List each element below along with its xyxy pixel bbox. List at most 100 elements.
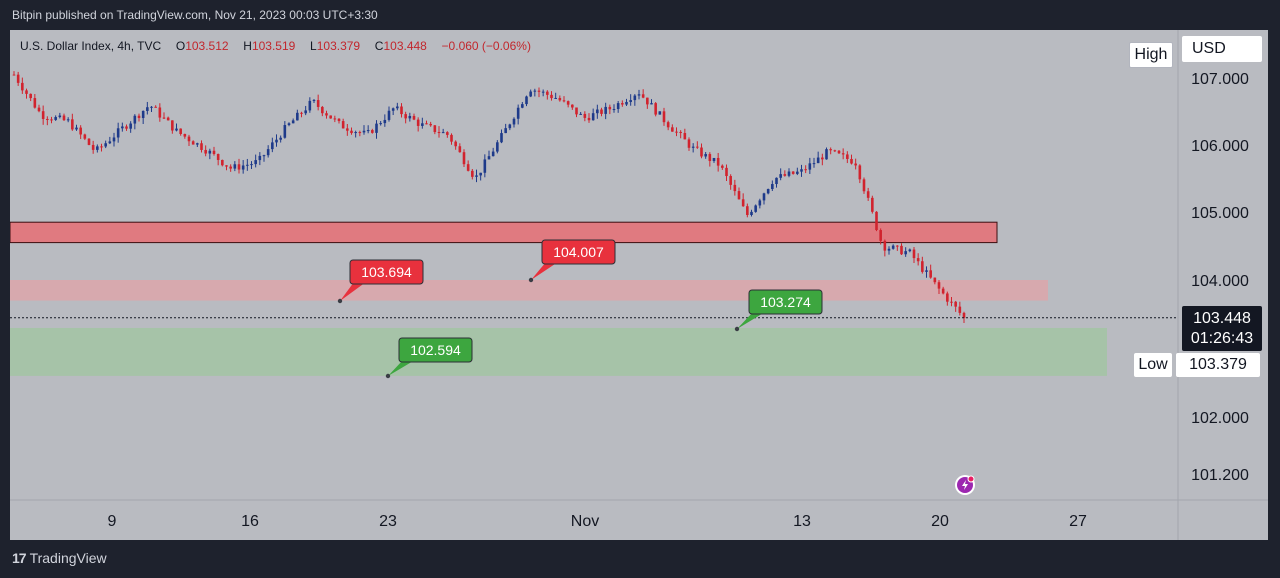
candle-body [566,101,570,105]
candle-body [233,164,237,169]
low-marker-text: Low [1138,356,1168,373]
y-tick-label: 105.000 [1191,205,1249,222]
candle-body [379,123,382,125]
symbol-name: U.S. Dollar Index, 4h, TVC [20,39,162,53]
candle-body [875,211,878,231]
candle-body [333,118,337,120]
candle-body [71,119,74,130]
candle-body [721,165,724,168]
candle-body [625,101,628,105]
candle-body [700,147,703,157]
candle-body [637,94,641,96]
candle-body [491,151,495,157]
candle-body [283,125,287,138]
candle-body [541,91,545,93]
candle-body [133,115,137,124]
candle-body [179,128,182,134]
candle-body [383,119,387,124]
candle-body [629,100,632,102]
candle-body [141,110,145,119]
candle-body [600,109,603,114]
tag-anchor-dot [385,373,391,379]
candle-body [237,164,241,170]
flash-icon[interactable] [955,475,975,495]
candle-body [750,211,753,215]
candle-body [29,93,32,99]
candle-body [929,270,932,278]
candle-body [787,171,791,176]
candle-body [771,184,774,190]
candle-body [466,164,470,171]
candle-body [229,166,232,169]
candle-body [266,149,270,156]
candle-body [346,128,349,131]
candle-body [104,143,107,147]
currency-button[interactable]: USD [1182,36,1262,62]
candle-body [325,113,328,116]
candle-body [471,170,474,177]
candle-body [362,130,366,133]
candle-body [683,132,687,140]
candle-body [775,177,778,185]
candle-body [762,193,766,201]
candle-body [371,130,374,133]
candle-body [200,143,203,150]
candle-body [121,126,124,129]
candle-body [908,249,912,252]
candle-body [308,100,312,111]
candle-body [33,98,37,108]
price-tag [349,259,424,285]
candle-body [150,106,153,108]
candle-body [533,90,537,92]
candle-body [946,293,949,302]
candle-body [737,191,741,200]
y-tick-label: 102.000 [1191,410,1249,427]
candle-body [841,153,845,155]
candle-body [158,107,162,118]
candle-body [358,132,362,134]
candle-body [46,118,49,120]
price-tag [398,337,473,363]
price-tag-label: 103.694 [361,264,412,280]
tag-anchor-dot [528,277,534,283]
price-chart[interactable]: 103.694 104.007 103.274 102.594 107.000 106.… [10,30,1268,540]
candle-body [100,146,103,148]
bar-countdown: 01:26:43 [1190,330,1254,347]
candle-body [216,154,220,160]
candle-body [66,119,70,121]
candle-body [846,154,849,159]
candle-body [800,169,803,172]
candle-body [725,167,728,177]
candle-body [204,149,207,154]
candle-body [58,115,62,118]
candles [12,71,966,323]
close-value: 103.448 [383,39,427,53]
candle-body [54,117,57,120]
candle-body [329,115,332,119]
candle-body [304,110,307,114]
candle-body [246,164,249,166]
high-label: H [243,39,252,53]
candle-body [675,131,678,133]
candle-body [558,97,562,101]
candle-body [912,249,916,259]
candle-body [716,157,720,166]
candle-body [16,74,20,83]
price-tag [541,239,616,265]
chart-panel[interactable]: 103.694 104.007 103.274 102.594 107.000 106.… [10,30,1268,540]
candle-body [212,150,216,155]
tag-pointer [388,360,415,376]
candle-body [850,158,853,164]
candle-body [96,146,99,150]
candle-body [812,163,816,165]
price-tags: 103.694 104.007 103.274 102.594 [337,239,823,379]
candle-body [254,160,257,165]
candle-body [387,110,391,120]
x-tick-label: 27 [1069,513,1087,530]
brand-name[interactable]: TradingView [29,550,107,566]
candle-body [662,111,666,123]
candle-body [916,258,920,262]
candle-body [741,199,745,207]
candle-body [646,97,649,105]
candle-body [704,154,707,157]
